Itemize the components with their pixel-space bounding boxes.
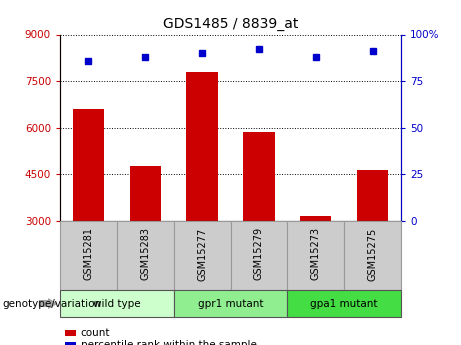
Bar — [287, 290, 401, 317]
Bar — [60, 221, 117, 290]
Bar — [130, 167, 161, 221]
Text: GSM15283: GSM15283 — [140, 227, 150, 280]
Text: gpr1 mutant: gpr1 mutant — [198, 299, 263, 308]
Bar — [230, 221, 287, 290]
Bar — [60, 290, 174, 317]
Text: genotype/variation: genotype/variation — [2, 299, 101, 308]
Bar — [243, 132, 275, 221]
Text: count: count — [81, 328, 110, 338]
Bar — [357, 169, 388, 221]
Text: gpa1 mutant: gpa1 mutant — [310, 299, 378, 308]
Text: percentile rank within the sample: percentile rank within the sample — [81, 341, 257, 345]
Text: GSM15273: GSM15273 — [311, 227, 321, 280]
Bar — [174, 221, 230, 290]
Text: GSM15279: GSM15279 — [254, 227, 264, 280]
Text: GSM15275: GSM15275 — [367, 227, 378, 280]
Bar — [344, 221, 401, 290]
Bar — [117, 221, 174, 290]
Title: GDS1485 / 8839_at: GDS1485 / 8839_at — [163, 17, 298, 31]
Text: GSM15277: GSM15277 — [197, 227, 207, 280]
Bar — [174, 290, 287, 317]
Bar — [287, 221, 344, 290]
Bar — [186, 72, 218, 221]
Text: wild type: wild type — [93, 299, 141, 308]
Bar — [300, 216, 331, 221]
Bar — [73, 109, 104, 221]
Text: GSM15281: GSM15281 — [83, 227, 94, 280]
